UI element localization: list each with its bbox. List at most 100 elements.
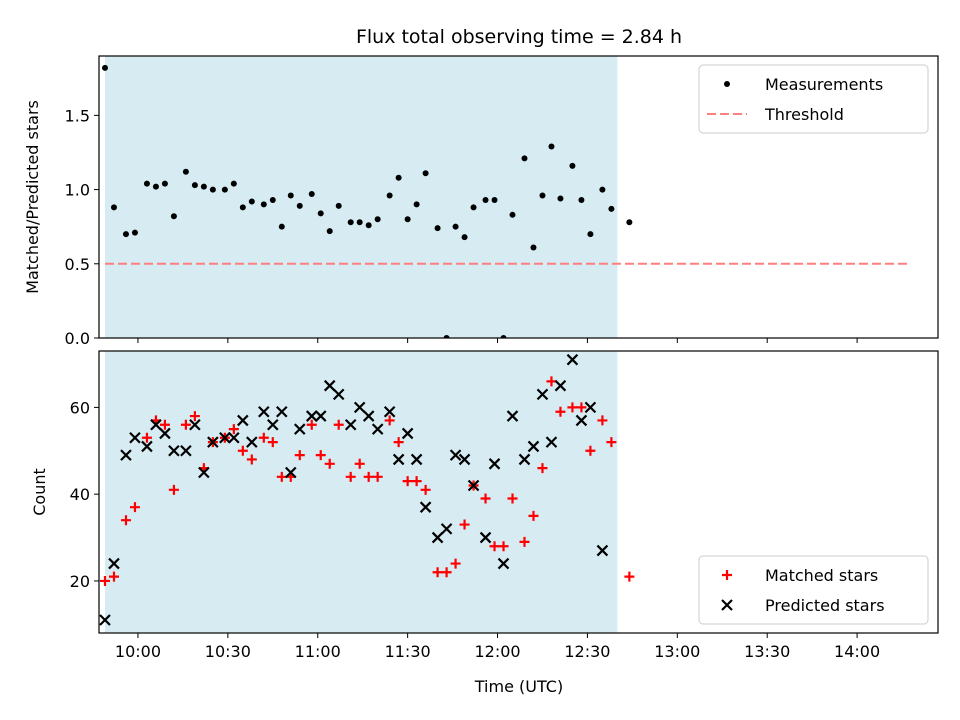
data-point (569, 162, 576, 169)
data-point (441, 567, 452, 578)
data-point (489, 541, 500, 552)
data-point (521, 155, 528, 162)
data-point (108, 571, 119, 582)
top-panel: 0.0 0.5 1.0 1.5 Matched/Predicted stars Measu… (23, 55, 939, 348)
data-point (258, 432, 269, 443)
data-point (575, 414, 588, 427)
data-point (554, 379, 567, 392)
data-point (479, 531, 492, 544)
data-point (528, 510, 539, 521)
data-point (395, 174, 402, 181)
data-point (555, 406, 566, 417)
data-point (365, 222, 372, 229)
data-point (347, 219, 354, 226)
data-point (624, 571, 635, 582)
data-point (246, 436, 258, 448)
data-point (374, 216, 381, 223)
legend-box (698, 555, 929, 625)
y-tick-label: 40 (70, 485, 90, 504)
y-tick-label: 0.5 (65, 255, 90, 274)
data-point (585, 445, 596, 456)
data-point (497, 557, 510, 570)
data-point (239, 204, 246, 211)
data-point (150, 418, 162, 431)
data-point (458, 453, 471, 466)
x-tick-label: 12:00 (474, 642, 520, 661)
data-point (200, 183, 207, 190)
data-point (168, 445, 180, 457)
data-point (308, 191, 315, 198)
data-point (315, 450, 326, 461)
data-point (345, 471, 356, 482)
data-point (404, 216, 411, 223)
data-point (482, 196, 489, 203)
data-point (228, 424, 239, 435)
data-point (392, 453, 405, 466)
data-point (182, 168, 189, 175)
legend-label: Measurements (765, 75, 883, 94)
data-point (180, 445, 192, 457)
data-point (402, 476, 413, 487)
data-point (467, 479, 480, 492)
data-point (99, 614, 111, 626)
data-point (332, 388, 345, 401)
data-point (278, 223, 285, 230)
data-point (527, 440, 540, 453)
data-point (326, 228, 333, 235)
data-point (578, 196, 585, 203)
data-point (101, 64, 108, 71)
y-tick-label: 1.5 (65, 106, 90, 125)
data-point (539, 192, 546, 199)
data-point (324, 458, 335, 469)
data-point (180, 419, 191, 430)
data-point (221, 186, 228, 193)
data-point (530, 244, 537, 251)
data-point (422, 170, 429, 177)
data-point (191, 182, 198, 189)
x-tick-label: 11:30 (385, 642, 431, 661)
data-point (576, 402, 587, 413)
data-point (129, 431, 141, 444)
legend-marker (722, 570, 732, 580)
data-point (260, 201, 267, 208)
data-point (491, 196, 498, 203)
data-point (626, 219, 633, 226)
data-point (248, 198, 255, 205)
observing-interval-shade (104, 351, 618, 633)
data-point (354, 458, 365, 469)
data-point (519, 536, 530, 547)
data-point (108, 557, 120, 570)
data-point (189, 411, 200, 422)
data-point (393, 437, 404, 448)
legend: Measurements Threshold (698, 64, 929, 134)
legend-label: Matched stars (765, 566, 878, 585)
data-point (432, 567, 443, 578)
data-point (246, 454, 257, 465)
data-point (362, 410, 375, 422)
data-point (237, 414, 249, 427)
data-point (431, 531, 444, 544)
data-point (317, 210, 324, 217)
data-point (449, 449, 462, 461)
y-tick-label: 1.0 (65, 181, 90, 200)
data-point (189, 418, 201, 431)
data-point (386, 192, 393, 199)
data-point (131, 229, 138, 236)
y-tick-label: 0.0 (65, 329, 90, 348)
data-point (500, 335, 507, 338)
data-point (161, 180, 168, 187)
legend-box (698, 64, 929, 134)
legend-label: Predicted stars (765, 596, 885, 615)
plot-area (101, 64, 912, 338)
data-point (237, 445, 248, 456)
data-point (506, 410, 519, 422)
data-point (413, 201, 420, 208)
x-tick-label: 13:30 (744, 642, 790, 661)
data-point (411, 476, 422, 487)
data-point (141, 440, 153, 453)
data-point (488, 458, 501, 470)
y-tick-label: 60 (70, 398, 90, 417)
data-point (450, 558, 461, 569)
data-point (452, 223, 459, 230)
data-point (99, 575, 110, 586)
